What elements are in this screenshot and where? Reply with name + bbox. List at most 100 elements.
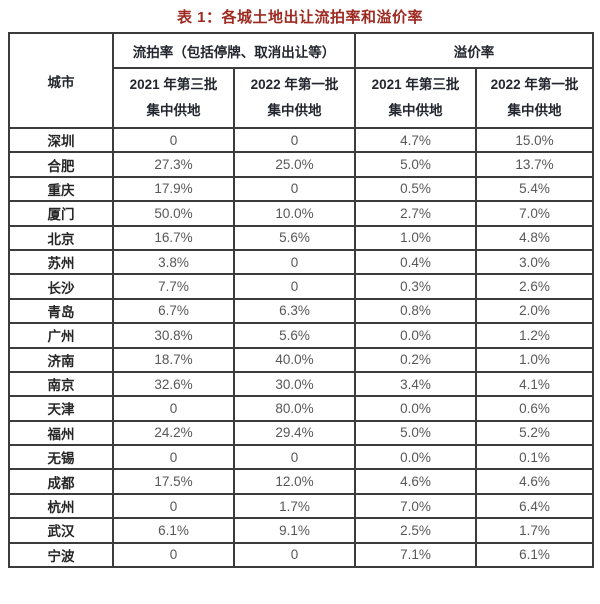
city-cell: 北京 xyxy=(8,224,114,251)
table-row: 杭州 0 1.7% 7.0% 6.4% xyxy=(8,492,594,520)
sub-header-failure-2022: 2022 年第一批 集中供地 xyxy=(233,67,356,129)
sub-header-line: 集中供地 xyxy=(388,103,443,118)
value-cell: 30.0% xyxy=(233,370,356,398)
value-cell: 4.8% xyxy=(475,224,594,251)
value-cell: 6.7% xyxy=(112,297,235,325)
city-cell: 杭州 xyxy=(8,492,114,520)
sub-header-line: 2021 年第三批 xyxy=(129,77,218,92)
value-cell: 7.1% xyxy=(354,541,477,569)
table-row: 合肥 27.3% 25.0% 5.0% 13.7% xyxy=(8,151,594,178)
value-cell: 5.6% xyxy=(233,224,356,251)
city-cell: 成都 xyxy=(8,468,114,495)
value-cell: 1.7% xyxy=(475,517,594,544)
value-cell: 24.2% xyxy=(112,419,235,447)
table-row: 厦门 50.0% 10.0% 2.7% 7.0% xyxy=(8,200,594,227)
value-cell: 0.0% xyxy=(354,395,477,422)
value-cell: 40.0% xyxy=(233,346,356,373)
value-cell: 4.6% xyxy=(354,468,477,495)
value-cell: 1.2% xyxy=(475,322,594,349)
value-cell: 1.0% xyxy=(354,224,477,251)
table-row: 无锡 0 0 0.0% 0.1% xyxy=(8,444,594,471)
city-cell: 合肥 xyxy=(8,151,114,178)
value-cell: 0 xyxy=(233,273,356,300)
value-cell: 0 xyxy=(233,444,356,471)
city-cell: 无锡 xyxy=(8,444,114,471)
value-cell: 1.7% xyxy=(233,492,356,520)
value-cell: 3.8% xyxy=(112,248,235,276)
value-cell: 0 xyxy=(112,444,235,471)
value-cell: 5.6% xyxy=(233,322,356,349)
city-cell: 深圳 xyxy=(8,126,114,154)
city-cell: 天津 xyxy=(8,395,114,422)
value-cell: 15.0% xyxy=(475,126,594,154)
city-cell: 宁波 xyxy=(8,541,114,569)
sub-header-row: 2021 年第三批 集中供地 2022 年第一批 集中供地 2021 年第三批 … xyxy=(9,67,594,129)
value-cell: 2.7% xyxy=(354,200,477,227)
table-row: 重庆 17.9% 0 0.5% 5.4% xyxy=(8,175,594,203)
value-cell: 7.7% xyxy=(112,273,235,300)
value-cell: 0.6% xyxy=(475,395,594,422)
value-cell: 0 xyxy=(233,126,356,154)
value-cell: 0.5% xyxy=(354,175,477,203)
sub-header-line: 2021 年第三批 xyxy=(371,77,460,92)
value-cell: 0 xyxy=(112,395,235,422)
city-cell: 济南 xyxy=(8,346,114,373)
sub-header-line: 集中供地 xyxy=(146,103,201,118)
value-cell: 50.0% xyxy=(112,200,235,227)
value-cell: 7.0% xyxy=(475,200,594,227)
value-cell: 6.4% xyxy=(475,492,594,520)
table-row: 宁波 0 0 7.1% 6.1% xyxy=(8,541,594,569)
value-cell: 0.4% xyxy=(354,248,477,276)
value-cell: 0.3% xyxy=(354,273,477,300)
table-row: 北京 16.7% 5.6% 1.0% 4.8% xyxy=(8,224,594,251)
sub-header-line: 集中供地 xyxy=(507,103,562,118)
city-cell: 青岛 xyxy=(8,297,114,325)
value-cell: 4.7% xyxy=(354,126,477,154)
value-cell: 13.7% xyxy=(475,151,594,178)
group-header-premium-rate: 溢价率 xyxy=(354,32,594,69)
city-cell: 南京 xyxy=(8,370,114,398)
table-row: 南京 32.6% 30.0% 3.4% 4.1% xyxy=(8,370,594,398)
value-cell: 18.7% xyxy=(112,346,235,373)
value-cell: 0 xyxy=(233,248,356,276)
value-cell: 7.0% xyxy=(354,492,477,520)
value-cell: 0.0% xyxy=(354,444,477,471)
table-row: 济南 18.7% 40.0% 0.2% 1.0% xyxy=(8,346,594,373)
value-cell: 17.5% xyxy=(112,468,235,495)
table-row: 成都 17.5% 12.0% 4.6% 4.6% xyxy=(8,468,594,495)
value-cell: 0.0% xyxy=(354,322,477,349)
table-body: 深圳 0 0 4.7% 15.0% 合肥 27.3% 25.0% 5.0% 13.7% 重庆 17.9… xyxy=(8,126,594,569)
value-cell: 0.1% xyxy=(475,444,594,471)
value-cell: 32.6% xyxy=(112,370,235,398)
value-cell: 4.6% xyxy=(475,468,594,495)
value-cell: 80.0% xyxy=(233,395,356,422)
value-cell: 25.0% xyxy=(233,151,356,178)
sub-header-premium-2021: 2021 年第三批 集中供地 xyxy=(354,67,477,129)
value-cell: 3.4% xyxy=(354,370,477,398)
city-cell: 厦门 xyxy=(8,200,114,227)
table-row: 长沙 7.7% 0 0.3% 2.6% xyxy=(8,273,594,300)
value-cell: 6.1% xyxy=(475,541,594,569)
table-header: 城市 流拍率（包括停牌、取消出让等） 溢价率 2021 年第三批 集中供地 20… xyxy=(8,32,594,129)
table-row: 深圳 0 0 4.7% 15.0% xyxy=(8,126,594,154)
city-cell: 福州 xyxy=(8,419,114,447)
city-cell: 长沙 xyxy=(8,273,114,300)
value-cell: 5.0% xyxy=(354,151,477,178)
value-cell: 27.3% xyxy=(112,151,235,178)
sub-header-line: 2022 年第一批 xyxy=(490,77,579,92)
value-cell: 0.8% xyxy=(354,297,477,325)
city-cell: 重庆 xyxy=(8,175,114,203)
value-cell: 3.0% xyxy=(475,248,594,276)
sub-header-line: 2022 年第一批 xyxy=(250,77,339,92)
value-cell: 29.4% xyxy=(233,419,356,447)
value-cell: 0.2% xyxy=(354,346,477,373)
sub-header-failure-2021: 2021 年第三批 集中供地 xyxy=(112,67,235,129)
value-cell: 2.6% xyxy=(475,273,594,300)
value-cell: 30.8% xyxy=(112,322,235,349)
value-cell: 1.0% xyxy=(475,346,594,373)
value-cell: 16.7% xyxy=(112,224,235,251)
value-cell: 2.5% xyxy=(354,517,477,544)
table-row: 青岛 6.7% 6.3% 0.8% 2.0% xyxy=(8,297,594,325)
value-cell: 4.1% xyxy=(475,370,594,398)
